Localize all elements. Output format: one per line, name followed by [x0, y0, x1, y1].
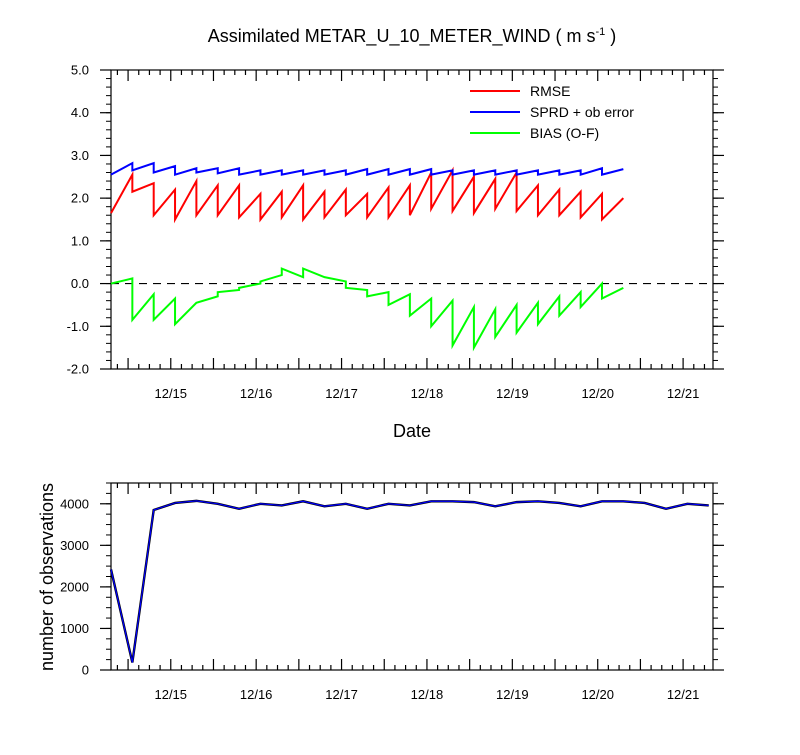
chart-title-end: )	[605, 26, 616, 46]
bottom-panel: 0 1000 2000 3000 4000 12/15 12/16 12/17 12/18 12/…	[60, 482, 724, 702]
top-x-tick-label: 12/21	[667, 386, 700, 401]
bottom-x-tick-label: 12/16	[240, 687, 273, 702]
chart-title-superscript: -1	[595, 26, 605, 38]
bottom-y-tick-label: 0	[82, 663, 89, 678]
y-axis-label-observations: number of observations	[37, 483, 57, 671]
top-y-tick-label: 5.0	[71, 63, 89, 78]
top-y-tick-label: 4.0	[71, 105, 89, 120]
top-y-tick-label: -1.0	[67, 319, 89, 334]
top-y-tick-label: -2.0	[67, 362, 89, 377]
legend-label-1: SPRD + ob error	[530, 104, 634, 120]
series-rmse-line	[110, 166, 625, 224]
top-x-tick-label: 12/16	[240, 386, 273, 401]
bottom-y-tick-label: 2000	[60, 579, 89, 594]
top-x-tick-label: 12/19	[496, 386, 529, 401]
top-y-tick-label: 1.0	[71, 233, 89, 248]
bottom-x-tick-label: 12/19	[496, 687, 529, 702]
x-axis-label: Date	[393, 421, 431, 441]
legend-label-2: BIAS (O-F)	[530, 125, 599, 141]
top-x-tick-label: 12/15	[154, 386, 187, 401]
top-x-tick-label: 12/17	[325, 386, 358, 401]
top-panel: 5.0 4.0 3.0 2.0 1.0 0.0 -1.0 -2.0 12/15 12/16 12/1…	[67, 63, 724, 401]
bottom-y-tick-label: 4000	[60, 496, 89, 511]
legend-label-0: RMSE	[530, 83, 570, 99]
bottom-x-tick-label: 12/15	[154, 687, 187, 702]
top-x-tick-label: 12/18	[411, 386, 444, 401]
top-frame	[110, 69, 714, 370]
bottom-frame	[110, 482, 714, 671]
bottom-x-tick-label: 12/18	[411, 687, 444, 702]
bottom-x-tick-label: 12/17	[325, 687, 358, 702]
top-x-tick-label: 12/20	[581, 386, 614, 401]
chart-title: Assimilated METAR_U_10_METER_WIND ( m s-…	[208, 26, 617, 47]
bottom-x-tick-label: 12/21	[667, 687, 700, 702]
bottom-y-tick-label: 3000	[60, 538, 89, 553]
bottom-y-tick-label: 1000	[60, 621, 89, 636]
top-y-tick-label: 0.0	[71, 276, 89, 291]
series-bias-line	[110, 267, 624, 352]
top-y-tick-label: 3.0	[71, 148, 89, 163]
top-y-tick-label: 2.0	[71, 191, 89, 206]
chart-title-text: Assimilated METAR_U_10_METER_WIND ( m s	[208, 26, 596, 47]
series-sprd-line	[110, 161, 624, 176]
bottom-x-tick-label: 12/20	[581, 687, 614, 702]
series-observations-shadow	[109, 499, 709, 663]
series-observations-line	[110, 500, 709, 663]
